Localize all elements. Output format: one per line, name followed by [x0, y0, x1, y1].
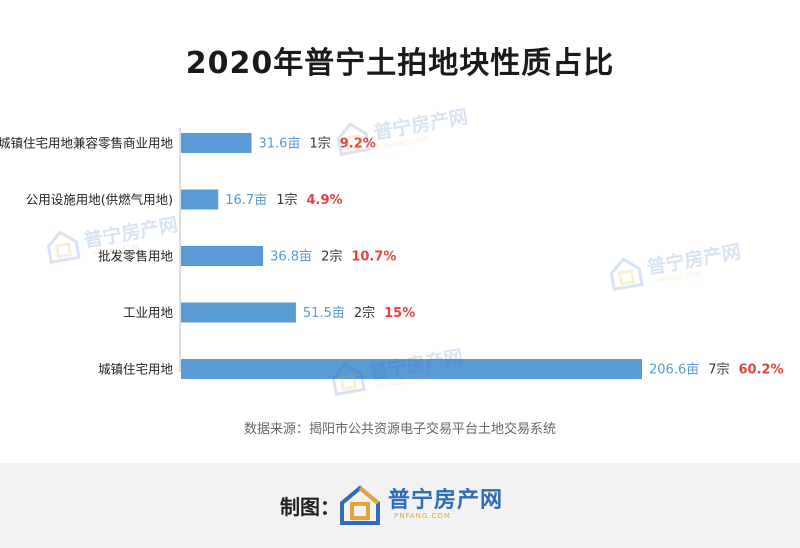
bar: [181, 133, 252, 153]
area-label: 36.8亩: [270, 249, 312, 265]
category-label: 城镇住宅用地兼容零售商业用地: [0, 136, 173, 151]
count-label: 2宗: [321, 249, 342, 265]
bar-value-label: 16.7亩 1宗 4.9%: [225, 192, 342, 208]
percent-label: 15%: [384, 306, 415, 321]
percent-label: 9.2%: [340, 137, 376, 152]
brand-name: 普宁房产网: [388, 488, 504, 513]
bar-value-label: 51.5亩 2宗 15%: [303, 305, 415, 321]
area-label: 51.5亩: [303, 305, 345, 321]
percent-label: 60.2%: [739, 363, 784, 378]
count-label: 1宗: [309, 136, 330, 152]
category-label: 公用设施用地(供燃气用地): [26, 192, 173, 207]
area-label: 16.7亩: [225, 192, 267, 208]
count-label: 1宗: [276, 192, 297, 208]
bar-value-label: 206.6亩 7宗 60.2%: [649, 362, 784, 378]
bar: [181, 359, 642, 379]
data-source-note: 数据来源：揭阳市公共资源电子交易平台土地交易系统: [243, 422, 556, 437]
count-label: 2宗: [354, 305, 375, 321]
area-label: 206.6亩: [649, 362, 699, 378]
bar-value-label: 36.8亩 2宗 10.7%: [270, 249, 396, 265]
percent-label: 10.7%: [351, 250, 396, 265]
bar-chart: 城镇住宅用地兼容零售商业用地 31.6亩 1宗 9.2% 公用设施用地(供燃气用地) 16…: [0, 128, 784, 379]
chart-title: 2020年普宁土拍地块性质占比: [185, 46, 615, 81]
bar-value-label: 31.6亩 1宗 9.2%: [259, 136, 376, 152]
footer-label: 制图：: [280, 495, 340, 519]
count-label: 7宗: [708, 362, 729, 378]
category-label: 批发零售用地: [98, 249, 174, 264]
brand-domain: PNFANG.COM: [394, 512, 451, 520]
bar: [181, 189, 219, 210]
bars-group: 城镇住宅用地兼容零售商业用地 31.6亩 1宗 9.2% 公用设施用地(供燃气用地) 16…: [0, 133, 784, 379]
percent-label: 4.9%: [306, 193, 342, 208]
category-label: 工业用地: [123, 305, 174, 320]
footer-bar: 制图： 普宁房产网 PNFANG.COM: [0, 463, 800, 548]
bar: [181, 302, 296, 323]
category-label: 城镇住宅用地: [98, 362, 174, 377]
brand-logo-icon: [340, 485, 380, 525]
area-label: 31.6亩: [259, 136, 301, 152]
bar: [181, 246, 264, 266]
